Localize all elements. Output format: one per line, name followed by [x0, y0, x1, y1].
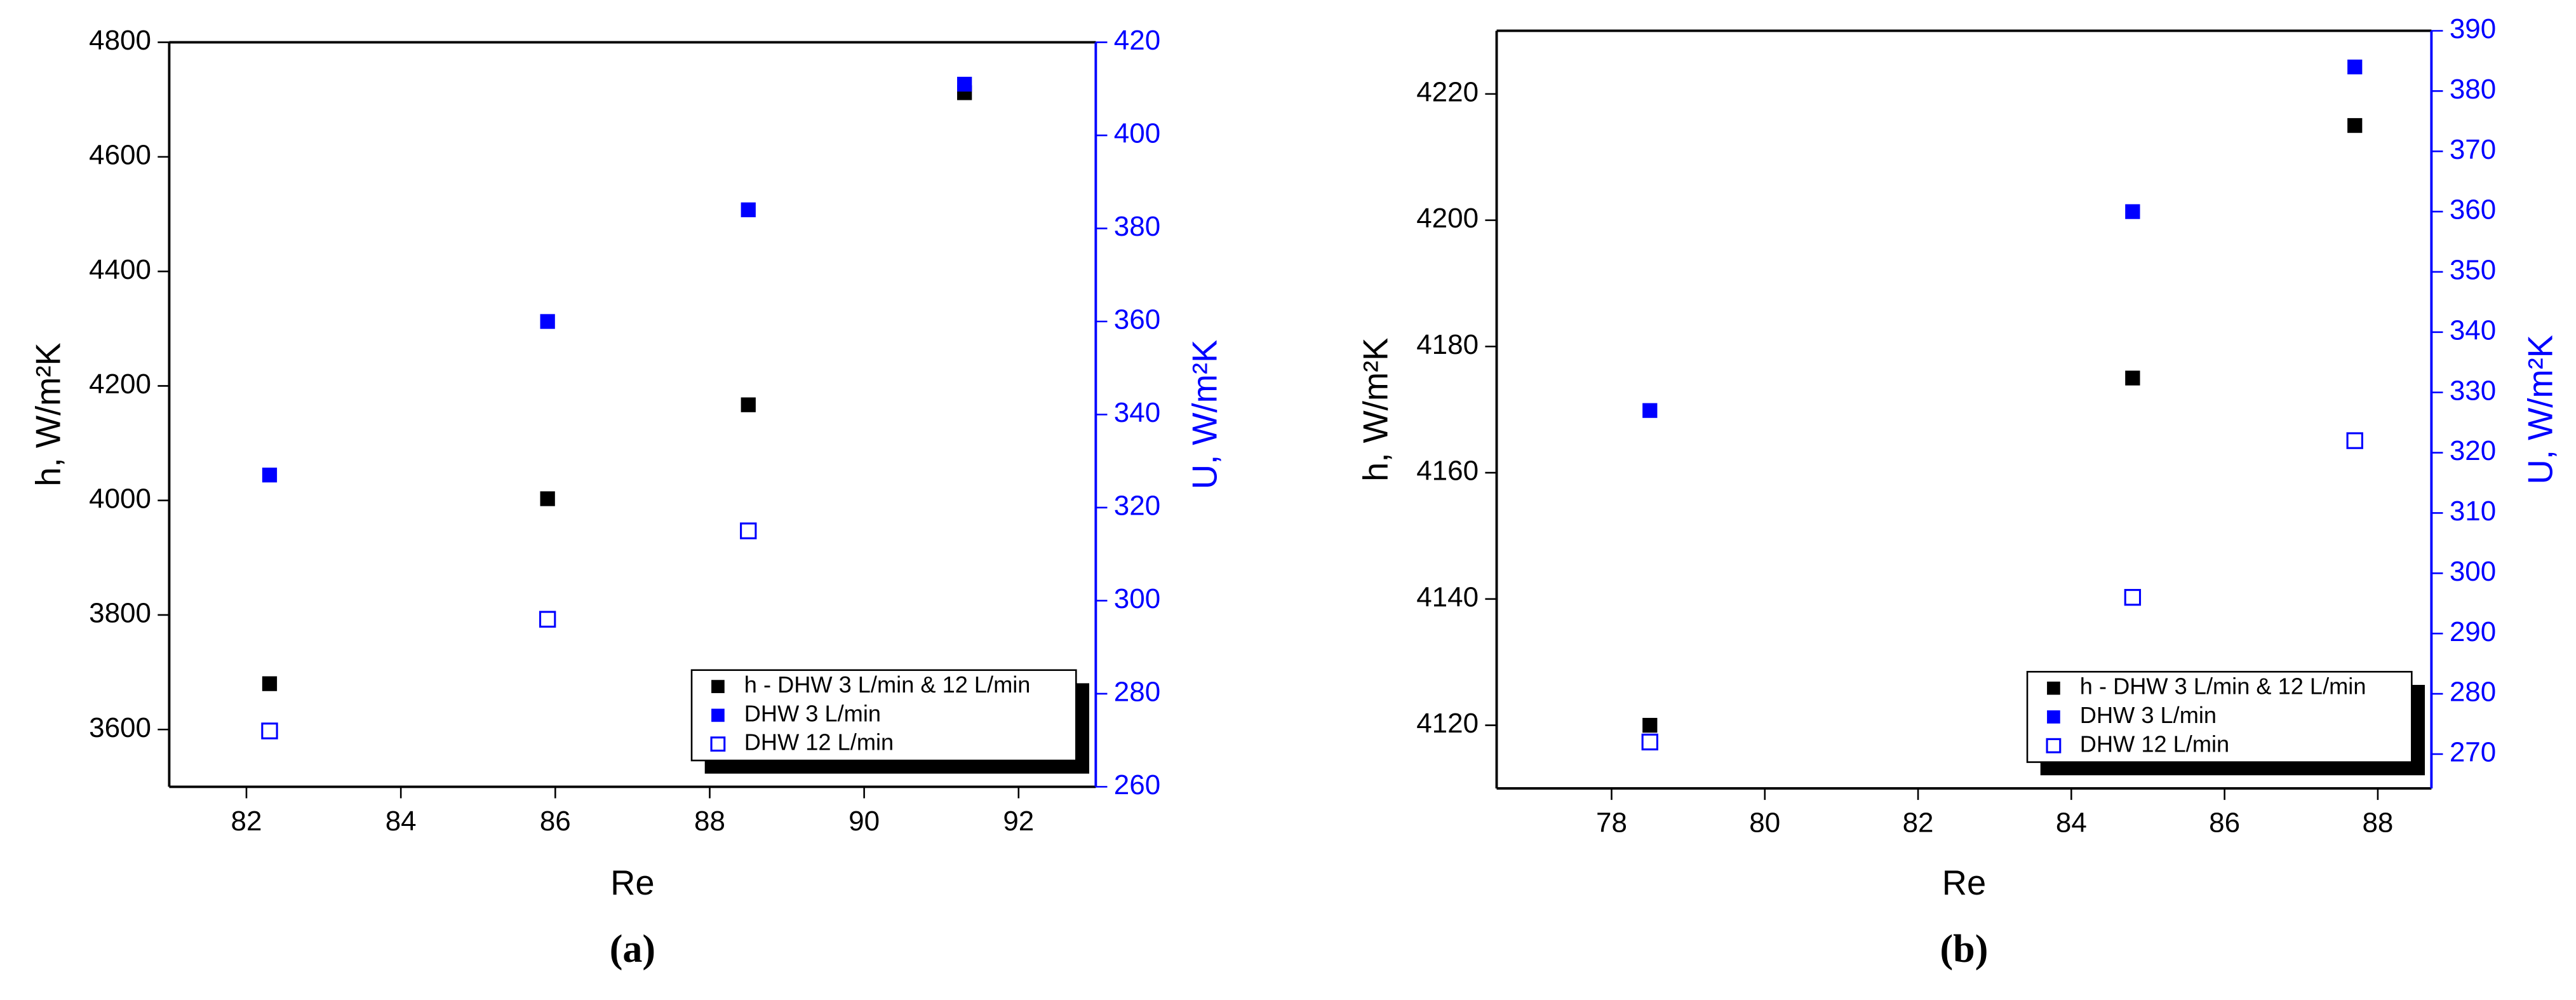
- y-tick-label: 4160: [1416, 456, 1479, 487]
- legend-marker: [711, 708, 725, 722]
- y2-tick-label: 300: [1114, 583, 1160, 614]
- legend-label: h - DHW 3 L/min & 12 L/min: [744, 672, 1031, 698]
- y2-tick-label: 280: [2450, 677, 2496, 708]
- data-point: [740, 522, 757, 539]
- panel-label: (b): [1940, 928, 1989, 971]
- x-tick-label: 84: [2056, 807, 2087, 838]
- legend-label: DHW 12 L/min: [2080, 731, 2229, 757]
- data-point: [2346, 432, 2363, 449]
- x-tick-label: 88: [2362, 807, 2393, 838]
- data-point: [540, 491, 555, 506]
- data-point: [1642, 717, 1658, 733]
- legend-marker: [2046, 738, 2062, 753]
- y2-tick-label: 300: [2450, 556, 2496, 587]
- y2-tick-label: 270: [2450, 737, 2496, 768]
- data-point: [540, 314, 555, 329]
- y-tick-label: 3800: [89, 598, 151, 629]
- y2-tick-label: 360: [2450, 194, 2496, 226]
- y-tick-label: 4120: [1416, 708, 1479, 739]
- data-point: [539, 611, 556, 628]
- y2-tick-label: 340: [1114, 397, 1160, 428]
- y2-tick-label: 400: [1114, 118, 1160, 149]
- y2-tick-label: 380: [1114, 211, 1160, 242]
- panel-label: (a): [610, 928, 655, 971]
- y2-tick-label: 290: [2450, 616, 2496, 647]
- y-tick-label: 4000: [89, 483, 151, 514]
- legend-label: h - DHW 3 L/min & 12 L/min: [2080, 673, 2366, 699]
- data-point: [2124, 589, 2142, 606]
- y-axis-title: h, W/m²K: [29, 342, 68, 486]
- legend-marker: [710, 736, 726, 752]
- x-tick-label: 88: [694, 806, 725, 837]
- y-tick-label: 4200: [1416, 203, 1479, 234]
- data-point: [1641, 733, 1658, 751]
- legend-marker: [2047, 681, 2060, 695]
- x-axis-title: Re: [610, 863, 654, 902]
- data-point: [741, 202, 756, 217]
- y-tick-label: 4200: [89, 368, 151, 400]
- y2-tick-label: 320: [1114, 490, 1160, 522]
- legend-marker: [2047, 710, 2060, 724]
- y2-tick-label: 280: [1114, 677, 1160, 708]
- legend-label: DHW 3 L/min: [2080, 702, 2217, 728]
- y-tick-label: 4600: [89, 139, 151, 170]
- data-point: [957, 76, 972, 92]
- x-tick-label: 82: [1903, 807, 1934, 838]
- x-tick-label: 86: [2209, 807, 2240, 838]
- data-point: [262, 676, 278, 691]
- x-tick-label: 78: [1596, 807, 1627, 838]
- data-point: [2125, 370, 2140, 386]
- x-axis-title: Re: [1942, 863, 1986, 902]
- y2-tick-label: 330: [2450, 375, 2496, 406]
- y2-tick-label: 310: [2450, 496, 2496, 527]
- y-axis-title: h, W/m²K: [1357, 338, 1395, 482]
- x-tick-label: 80: [1749, 807, 1780, 838]
- y-tick-label: 3600: [89, 712, 151, 743]
- y2-tick-label: 380: [2450, 74, 2496, 105]
- y2-tick-label: 390: [2450, 13, 2496, 44]
- y2-tick-label: 260: [1114, 769, 1160, 801]
- data-point: [2347, 59, 2363, 75]
- x-tick-label: 92: [1003, 806, 1034, 837]
- data-point: [1642, 403, 1658, 418]
- legend: [690, 669, 1077, 762]
- y2-axis-title: U, W/m²K: [1186, 340, 1224, 489]
- y-tick-label: 4800: [89, 25, 151, 56]
- x-tick-label: 82: [231, 806, 262, 837]
- data-point: [262, 468, 278, 483]
- data-point: [2347, 118, 2363, 133]
- data-point: [261, 722, 278, 740]
- data-point: [2125, 204, 2140, 219]
- y-tick-label: 4400: [89, 254, 151, 285]
- x-tick-label: 86: [540, 806, 571, 837]
- legend-label: DHW 3 L/min: [744, 700, 881, 726]
- y2-tick-label: 340: [2450, 314, 2496, 346]
- y2-tick-label: 370: [2450, 134, 2496, 165]
- data-point: [741, 397, 756, 412]
- y2-tick-label: 320: [2450, 435, 2496, 466]
- y2-axis-title: U, W/m²K: [2521, 335, 2560, 484]
- legend-label: DHW 12 L/min: [744, 729, 894, 755]
- y2-tick-label: 350: [2450, 255, 2496, 286]
- y2-tick-label: 360: [1114, 304, 1160, 335]
- y-tick-label: 4180: [1416, 329, 1479, 360]
- y2-tick-label: 420: [1114, 25, 1160, 56]
- legend: [2026, 671, 2413, 763]
- y-tick-label: 4140: [1416, 581, 1479, 612]
- y-tick-label: 4220: [1416, 76, 1479, 107]
- x-tick-label: 84: [386, 806, 417, 837]
- legend-marker: [711, 680, 725, 693]
- x-tick-label: 90: [849, 806, 880, 837]
